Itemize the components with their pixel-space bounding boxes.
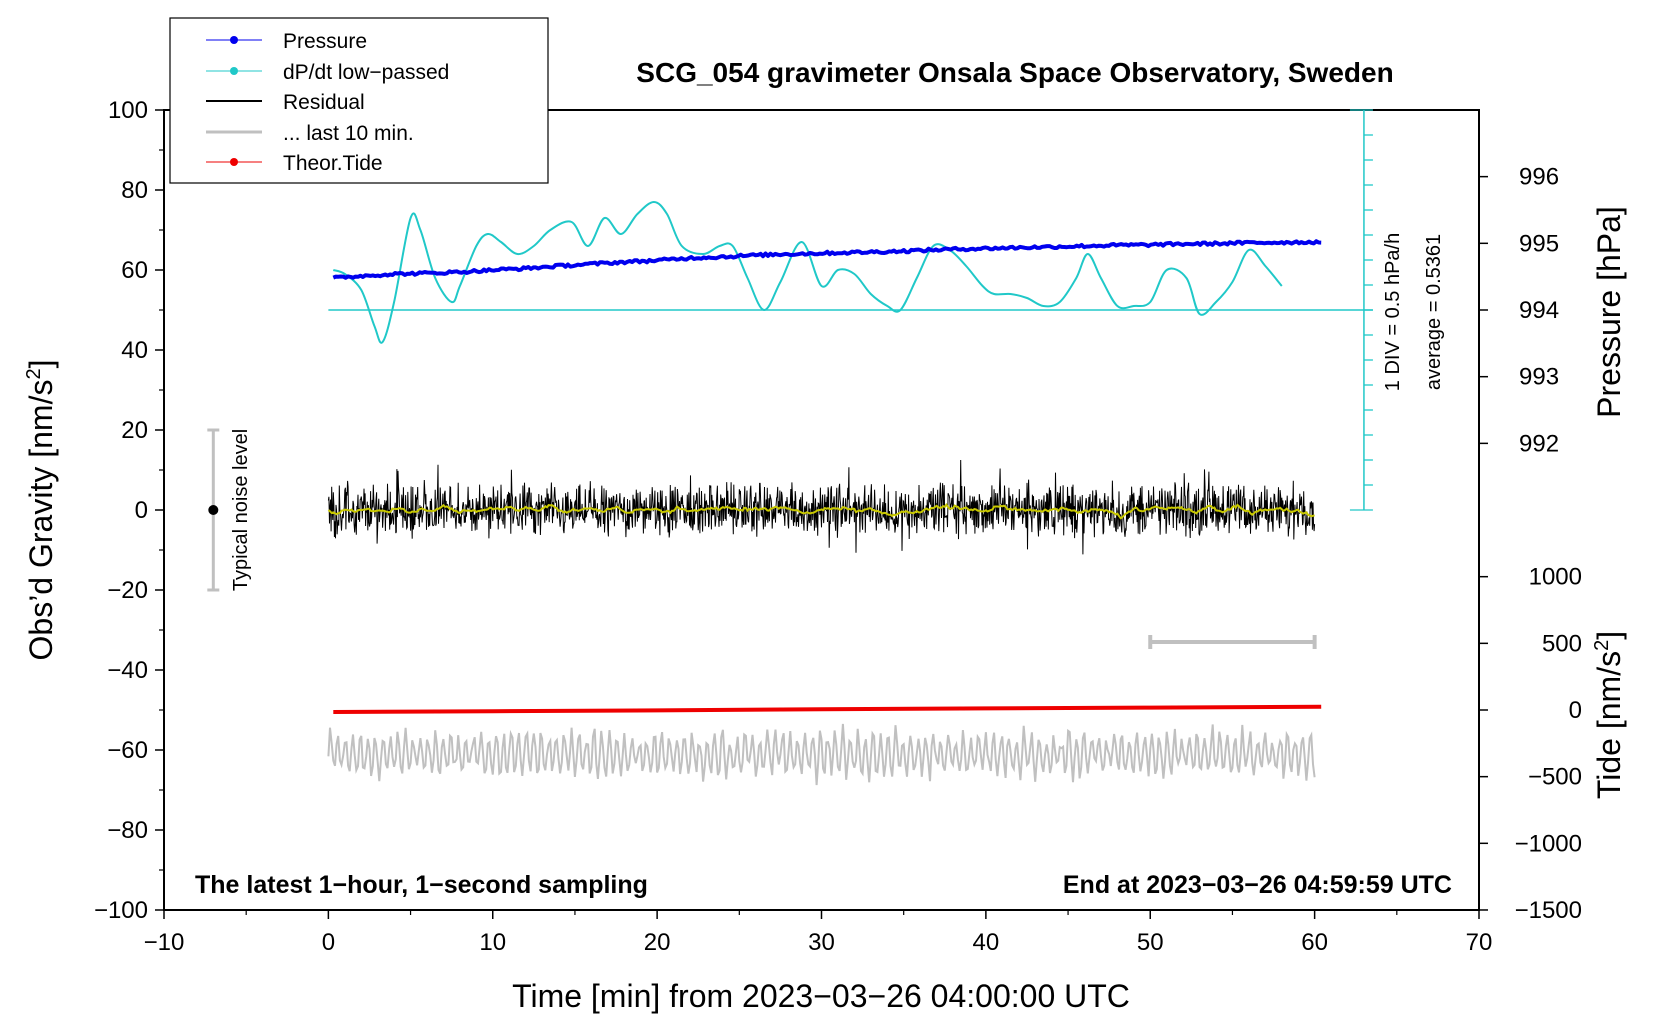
y-axis-left-title: Obs’d Gravity [nm/s2] [23,360,59,661]
y-left-tick-label: 20 [121,417,148,444]
legend-marker-tide [230,158,238,166]
y-left-tick-label: 80 [121,177,148,204]
legend-marker-pressure [230,36,238,44]
y-pressure-tick-label: 994 [1519,297,1559,324]
x-tick-label: −10 [144,929,185,956]
y-left-tick-label: −20 [107,577,148,604]
dpdt-scale-axis [328,109,1373,511]
y-pressure-tick-label: 996 [1519,164,1559,191]
y-left-tick-label: 0 [135,497,148,524]
series-last-10-min [327,723,1316,786]
legend-label-pressure: Pressure [283,30,367,53]
last-10-min-bar [1148,635,1317,649]
y-left-tick-label: 60 [121,257,148,284]
noise-level-bar [207,428,220,592]
y-left-tick-label: −40 [107,657,148,684]
y-pressure-tick-label: 993 [1519,364,1559,391]
legend-marker-dpdt [230,67,238,75]
legend: Pressure dP/dt low−passed Residual ... l… [169,17,549,184]
y-tide-tick-label: 500 [1542,630,1582,657]
chart-title: SCG_054 gravimeter Onsala Space Observat… [636,57,1393,88]
x-tick-label: 10 [479,929,506,956]
dpdt-div-label: 1 DIV = 0.5 hPa/h [1382,233,1404,391]
x-axis: −10 0 10 20 30 40 50 60 70 [144,910,1493,956]
series-residual-smoothed [327,503,1315,520]
noise-bar-center [208,505,219,515]
y-pressure-tick-label: 992 [1519,430,1559,457]
y-tide-tick-label: −1500 [1515,897,1582,924]
series-group [327,200,1322,786]
x-tick-label: 70 [1466,929,1493,956]
x-axis-title: Time [min] from 2023−03−26 04:00:00 UTC [512,978,1130,1014]
y-axis-left: 100 80 60 40 20 0 −20 −40 −60 −80 −100 [94,97,164,924]
y-axis-right-pressure-title: Pressure [hPa] [1591,206,1627,418]
series-dpdt [332,200,1283,344]
y-left-tick-label: −60 [107,737,148,764]
y-tide-tick-label: 1000 [1529,564,1582,591]
y-left-title-sup: 2 [23,368,45,379]
series-pressure [332,239,1322,280]
y-left-tick-label: −80 [107,817,148,844]
x-tick-label: 0 [322,929,335,956]
y-axis-right-tide-title: Tide [nm/s2] [1591,631,1627,799]
y-tide-tick-label: −500 [1528,764,1582,791]
legend-label-dpdt: dP/dt low−passed [283,61,449,84]
x-tick-label: 50 [1137,929,1164,956]
y-axis-right-pressure: 996 995 994 993 992 [1479,164,1559,457]
noise-level-label: Typical noise level [230,429,252,591]
y-left-tick-label: 100 [108,97,148,124]
y-left-title-end: ] [23,360,59,369]
y-tide-tick-label: −1000 [1515,830,1582,857]
tide-title-main: Tide [nm/s [1591,651,1627,799]
y-left-title-main: Obs’d Gravity [nm/s [23,380,59,661]
x-tick-label: 20 [644,929,671,956]
tide-title-sup: 2 [1591,640,1613,651]
y-left-tick-label: 40 [121,337,148,364]
y-pressure-tick-label: 995 [1519,230,1559,257]
series-residual [327,459,1316,555]
y-tide-tick-label: 0 [1569,697,1582,724]
y-axis-right-tide: 1000 500 0 −500 −1000 −1500 [1479,564,1582,924]
note-end-time: End at 2023−03−26 04:59:59 UTC [1063,871,1452,899]
x-tick-label: 60 [1301,929,1328,956]
x-tick-label: 40 [973,929,1000,956]
legend-label-tide: Theor.Tide [283,152,383,175]
legend-label-last10: ... last 10 min. [283,122,414,145]
legend-label-residual: Residual [283,91,365,114]
y-left-tick-label: −100 [94,897,148,924]
tide-title-end: ] [1591,631,1627,640]
x-tick-label: 30 [808,929,835,956]
dpdt-average-label: average = 0.5361 [1423,234,1445,390]
note-latest-hour: The latest 1−hour, 1−second sampling [195,871,648,899]
series-theor-tide [333,704,1322,714]
